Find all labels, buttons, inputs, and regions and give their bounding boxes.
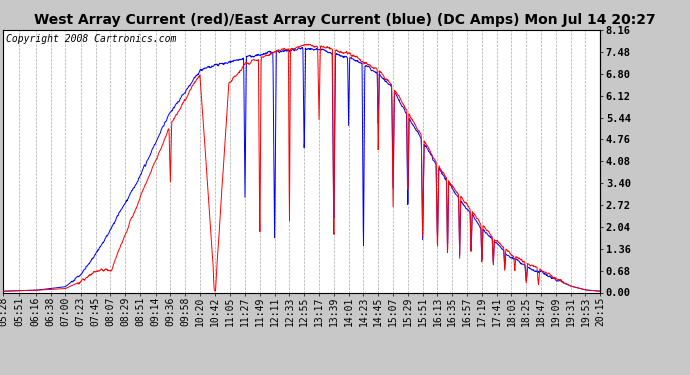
Text: West Array Current (red)/East Array Current (blue) (DC Amps) Mon Jul 14 20:27: West Array Current (red)/East Array Curr… xyxy=(34,13,655,27)
Text: Copyright 2008 Cartronics.com: Copyright 2008 Cartronics.com xyxy=(6,34,177,44)
